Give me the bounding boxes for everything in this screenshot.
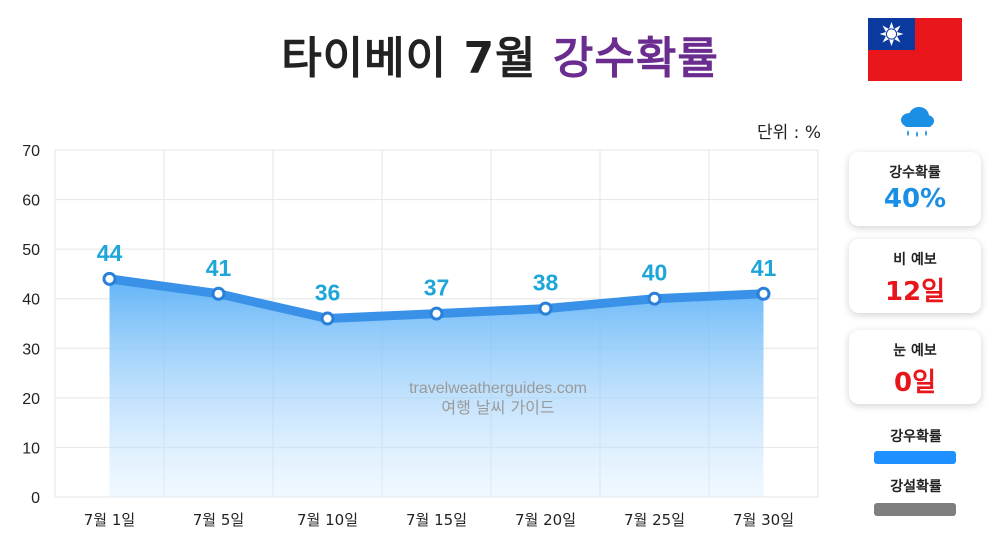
- card-snow-forecast-label: 눈 예보: [893, 343, 937, 359]
- rain-probability-chart: travelweatherguides.com 여행 날씨 가이드 44 41 36…: [22, 143, 819, 529]
- card-rain-probability: 강수확률 40%: [849, 152, 981, 226]
- x-tick-label: 7월 20일: [515, 511, 576, 529]
- card-rain-forecast-value: 12일: [884, 277, 946, 307]
- data-point: [429, 306, 444, 321]
- x-tick-label: 7월 5일: [193, 511, 244, 529]
- y-tick-label: 30: [22, 341, 40, 358]
- card-rain-forecast: 비 예보 12일: [849, 239, 981, 313]
- x-tick-label: 7월 25일: [624, 511, 685, 529]
- card-rain-probability-value: 40%: [883, 184, 947, 214]
- card-snow-forecast: 눈 예보 0일: [849, 330, 981, 404]
- data-point: [538, 301, 553, 316]
- data-label: 41: [206, 255, 232, 281]
- data-label: 40: [642, 260, 668, 286]
- legend-rain-label: 강우확률: [890, 429, 942, 445]
- x-tick-label: 7월 30일: [733, 511, 794, 529]
- rain-area-fill: [109, 278, 764, 497]
- data-label: 41: [751, 255, 777, 281]
- data-point: [320, 311, 335, 326]
- data-label: 37: [424, 275, 450, 301]
- data-point: [102, 271, 117, 286]
- taiwan-flag-icon: [868, 18, 962, 81]
- legend-rain-swatch: [874, 451, 956, 464]
- data-point: [647, 291, 662, 306]
- data-label: 38: [533, 270, 559, 296]
- title-main: 타이베이 7월: [281, 33, 537, 84]
- title-accent: 강수확률: [552, 33, 719, 84]
- x-tick-label: 7월 15일: [406, 511, 467, 529]
- y-tick-label: 50: [22, 242, 40, 259]
- y-tick-label: 70: [22, 143, 40, 160]
- legend-snow-swatch: [874, 503, 956, 516]
- data-point: [211, 286, 226, 301]
- rain-cloud-icon: [901, 107, 934, 137]
- page-title: 타이베이 7월 강수확률: [0, 22, 1000, 86]
- y-tick-label: 60: [22, 193, 40, 210]
- data-label: 36: [315, 280, 341, 306]
- x-tick-label: 7월 1일: [84, 511, 135, 529]
- data-label: 44: [97, 240, 123, 266]
- card-snow-forecast-value: 0일: [893, 368, 936, 398]
- data-point: [756, 286, 771, 301]
- legend-snow-label: 강설확률: [890, 479, 942, 495]
- y-tick-label: 40: [22, 292, 40, 309]
- card-rain-forecast-label: 비 예보: [893, 252, 937, 268]
- y-tick-label: 0: [31, 490, 40, 507]
- y-tick-label: 10: [22, 440, 40, 457]
- unit-label: 단위 : %: [757, 123, 821, 143]
- y-tick-label: 20: [22, 391, 40, 408]
- watermark-domain: travelweatherguides.com: [409, 380, 587, 397]
- card-rain-probability-label: 강수확률: [889, 165, 941, 181]
- watermark-korean: 여행 날씨 가이드: [441, 398, 554, 417]
- x-tick-label: 7월 10일: [297, 511, 358, 529]
